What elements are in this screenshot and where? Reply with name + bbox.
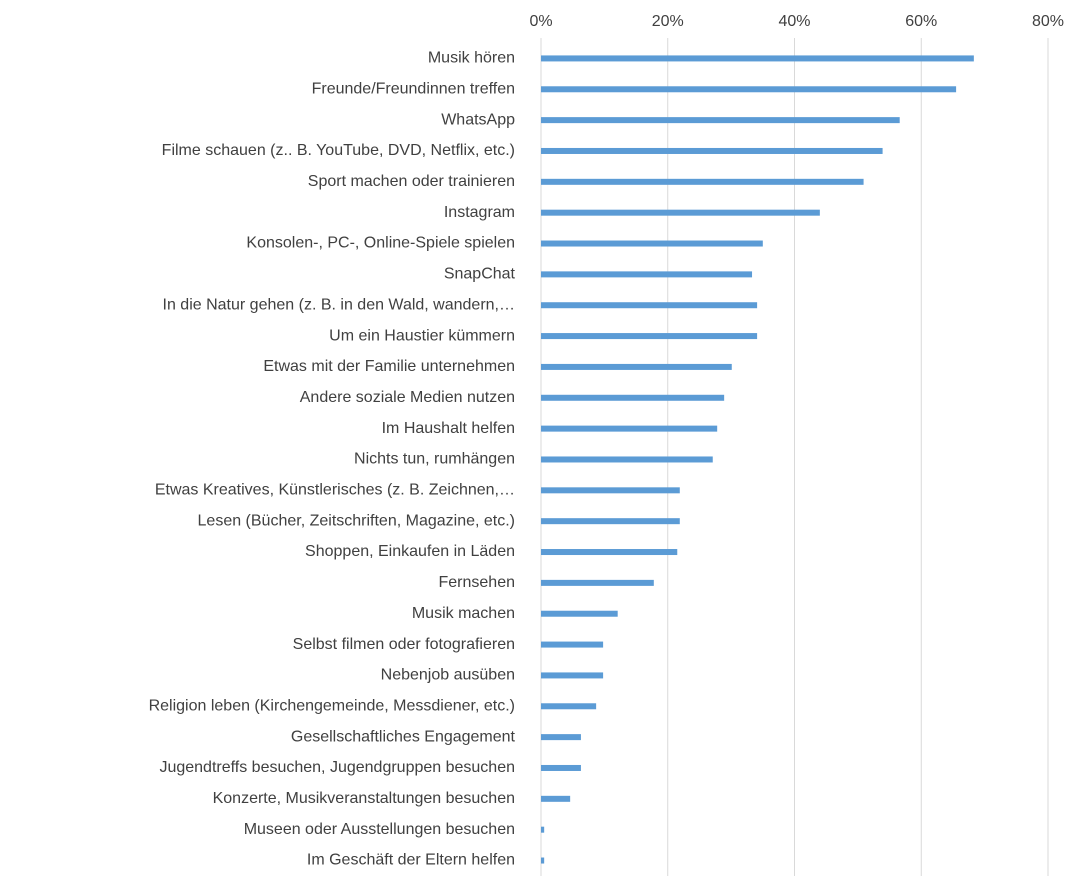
y-tick-label: Andere soziale Medien nutzen — [300, 389, 515, 406]
bar — [541, 209, 820, 216]
y-tick-label: Jugendtreffs besuchen, Jugendgruppen bes… — [159, 759, 515, 776]
bar — [541, 456, 713, 463]
y-tick-label: Im Geschäft der Eltern helfen — [307, 852, 515, 869]
bar — [541, 579, 654, 586]
y-tick-label: Fernsehen — [439, 574, 516, 591]
bar — [541, 178, 864, 185]
x-tick-label: 40% — [778, 13, 810, 30]
bar — [541, 764, 581, 771]
bar — [541, 271, 753, 278]
y-tick-label: Nebenjob ausüben — [381, 667, 515, 684]
y-tick-label: SnapChat — [444, 266, 516, 283]
y-tick-label: Museen oder Ausstellungen besuchen — [244, 821, 515, 838]
x-tick-label: 60% — [905, 13, 937, 30]
y-tick-label: Religion leben (Kirchengemeinde, Messdie… — [149, 697, 515, 714]
bar — [541, 703, 597, 710]
y-tick-label: Etwas mit der Familie unternehmen — [263, 358, 515, 375]
bar — [541, 425, 718, 432]
y-tick-label: Im Haushalt helfen — [382, 420, 515, 437]
bar — [541, 55, 974, 62]
x-tick-label: 0% — [529, 13, 552, 30]
y-tick-label: Nichts tun, rumhängen — [354, 451, 515, 468]
bar — [541, 857, 545, 864]
x-tick-label: 80% — [1032, 13, 1064, 30]
y-tick-label: Musik machen — [412, 605, 515, 622]
y-tick-label: Konsolen-, PC-, Online-Spiele spielen — [246, 235, 515, 252]
bar — [541, 363, 732, 370]
bar — [541, 641, 604, 648]
bar — [541, 86, 957, 93]
bar — [541, 302, 758, 309]
bar — [541, 610, 618, 617]
y-tick-label: Konzerte, Musikveranstaltungen besuchen — [213, 790, 515, 807]
y-tick-label: In die Natur gehen (z. B. in den Wald, w… — [163, 296, 515, 313]
bar — [541, 734, 581, 741]
y-tick-label: Etwas Kreatives, Künstlerisches (z. B. Z… — [155, 482, 515, 499]
y-tick-label: Sport machen oder trainieren — [308, 173, 515, 190]
bar — [541, 333, 758, 340]
bar — [541, 240, 763, 247]
y-tick-label: Lesen (Bücher, Zeitschriften, Magazine, … — [198, 512, 515, 529]
bar — [541, 672, 604, 679]
y-tick-label: Musik hören — [428, 50, 515, 67]
y-tick-label: Gesellschaftliches Engagement — [291, 728, 516, 745]
bar — [541, 518, 680, 525]
bar — [541, 147, 883, 154]
y-tick-label: Um ein Haustier kümmern — [329, 327, 515, 344]
bar — [541, 826, 545, 833]
bar — [541, 549, 678, 556]
y-tick-label: Shoppen, Einkaufen in Läden — [305, 543, 515, 560]
bar — [541, 487, 680, 494]
bar — [541, 117, 900, 124]
y-tick-label: Freunde/Freundinnen treffen — [312, 80, 515, 97]
bar — [541, 394, 725, 401]
y-tick-label: Instagram — [444, 204, 515, 221]
y-tick-label: Filme schauen (z.. B. YouTube, DVD, Netf… — [162, 142, 515, 159]
bar — [541, 795, 571, 802]
y-tick-label: WhatsApp — [441, 111, 515, 128]
x-tick-label: 20% — [652, 13, 684, 30]
y-tick-label: Selbst filmen oder fotografieren — [293, 636, 515, 653]
